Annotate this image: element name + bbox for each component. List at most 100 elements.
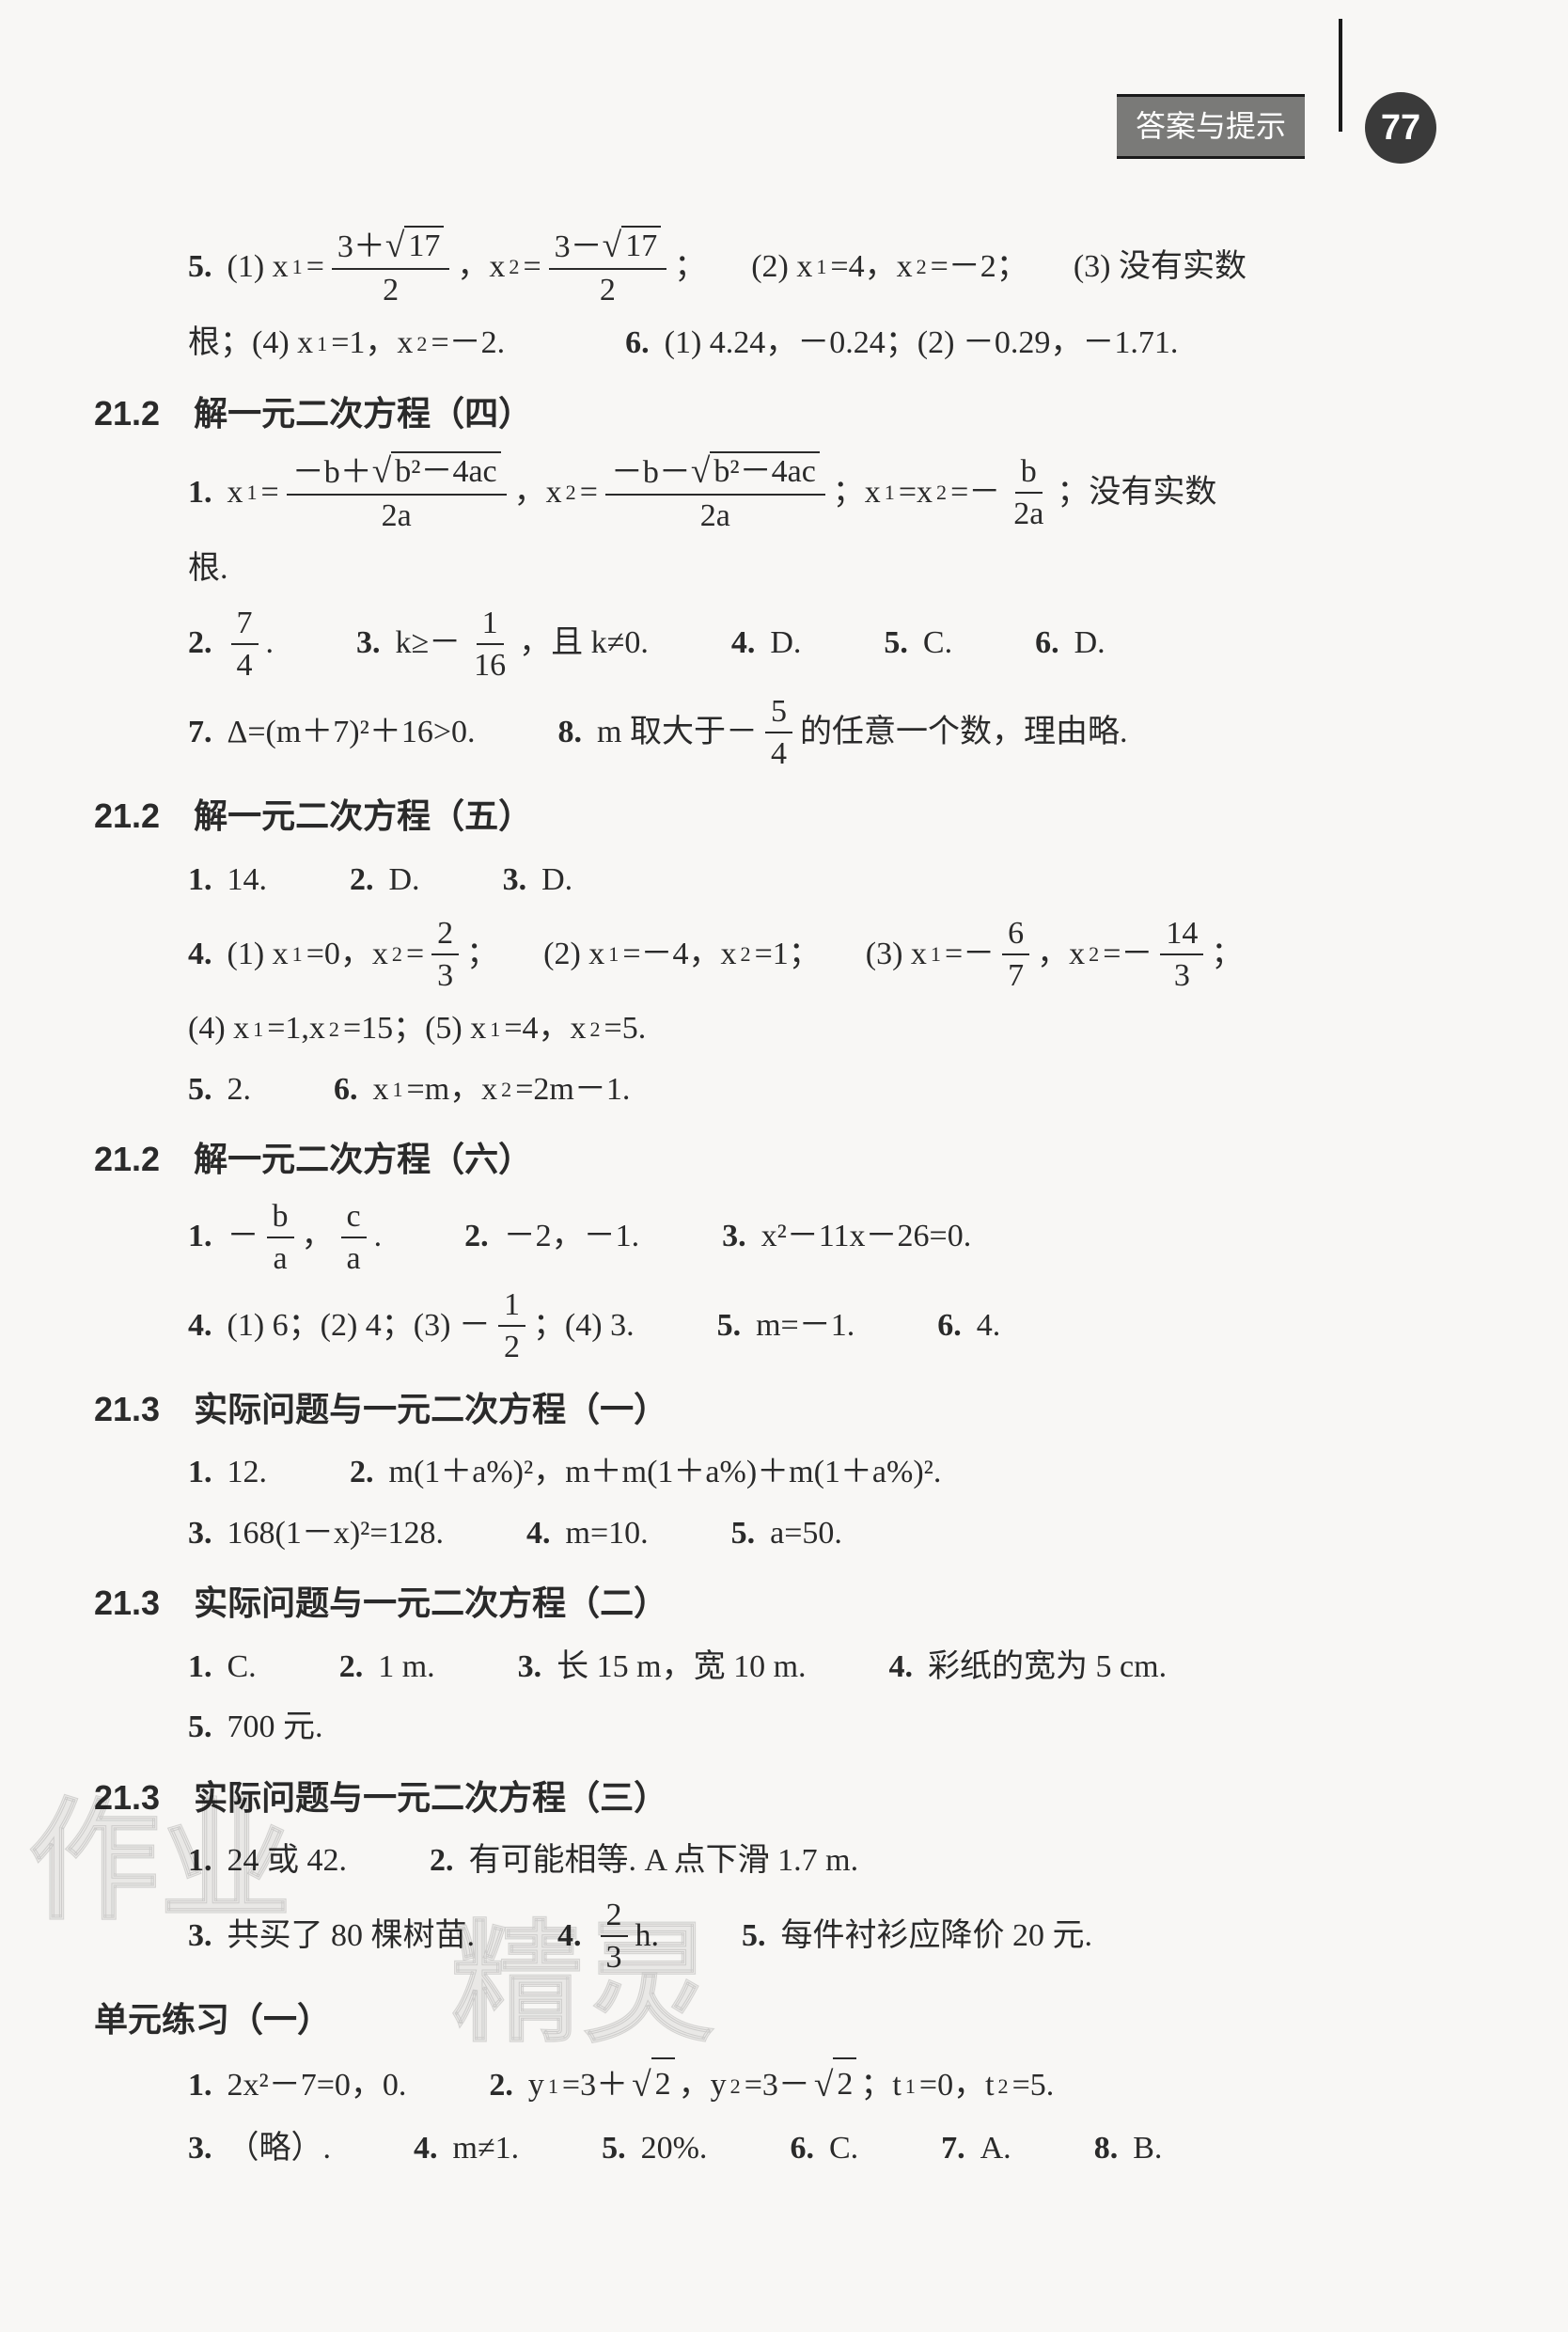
section-title: 21.3 实际问题与一元二次方程（一） (94, 1382, 1474, 1437)
denominator: 2a (376, 496, 417, 534)
text: 168(1－x)²=128. (227, 1508, 445, 1559)
text: 20%. (641, 2123, 708, 2174)
text: ，x (514, 467, 562, 518)
answer-line: 1. 12. 2. m(1＋a%)²，m＋m(1＋a%)＋m(1＋a%)². (188, 1447, 1474, 1498)
section-title: 21.3 实际问题与一元二次方程（三） (94, 1771, 1474, 1825)
fraction: 3＋√17 2 (332, 226, 450, 308)
fraction: 14 3 (1160, 915, 1203, 994)
text: (4) x (188, 1003, 249, 1054)
denominator: a (267, 1238, 292, 1277)
text: 12. (227, 1447, 268, 1498)
item-number: 6. (790, 2123, 814, 2174)
numerator: b (1015, 453, 1043, 494)
text: 2. (227, 1064, 252, 1115)
item-number: 3. (503, 855, 527, 906)
text: . (266, 618, 274, 669)
answer-line: 1. x1 = －b＋√b²－4ac 2a ，x2 = －b－√b²－4ac 2… (188, 451, 1474, 534)
text: 700 元. (227, 1702, 323, 1753)
item-number: 6. (625, 318, 650, 369)
radicand: 2 (651, 2057, 675, 2110)
denominator: 4 (765, 733, 792, 772)
answer-line: 3. 168(1－x)²=128. 4. m=10. 5. a=50. (188, 1508, 1474, 1559)
item-number: 1. (188, 1211, 212, 1262)
item-number: 4. (557, 1911, 582, 1962)
answer-line: 1. － b a ， c a . 2. －2，－1. 3. x²－11x－26=… (188, 1198, 1474, 1277)
text: A. (980, 2123, 1011, 2174)
denominator: 2 (594, 270, 621, 308)
text: =1,x (267, 1003, 325, 1054)
text: m=－1. (756, 1300, 855, 1351)
item-number: 3. (722, 1211, 746, 1262)
text: D. (541, 855, 572, 906)
sqrt: √2 (814, 2057, 857, 2114)
fraction: 3－√17 2 (549, 226, 667, 308)
fraction: 6 7 (1002, 915, 1029, 994)
item-number: 3. (356, 618, 381, 669)
text: = (523, 242, 541, 292)
item-number: 5. (742, 1911, 766, 1962)
item-number: 6. (334, 1064, 358, 1115)
text: m(1＋a%)²，m＋m(1＋a%)＋m(1＋a%)². (389, 1447, 942, 1498)
text: (3) x (866, 929, 927, 980)
section-title: 21.2 解一元二次方程（六） (94, 1132, 1474, 1187)
text: B. (1133, 2123, 1162, 2174)
text: C. (923, 618, 952, 669)
fraction: 5 4 (765, 693, 792, 772)
text: =3－ (745, 2060, 810, 2111)
text: ；x (833, 467, 881, 518)
text: =－ (945, 929, 995, 980)
denominator: 2a (1008, 494, 1049, 532)
item-number: 2. (339, 1642, 364, 1693)
fraction: 2 3 (601, 1897, 628, 1976)
numerator: 3＋ (337, 229, 385, 264)
text: (1) x (227, 929, 289, 980)
answer-line: 根；(4) x1 =1，x2 =－2. 6. (1) 4.24，－0.24；(2… (188, 318, 1474, 369)
text: C. (227, 1642, 257, 1693)
answer-line: 4. (1) x1 =0，x2 = 2 3 ； (2) x1 =－4，x2 =1… (188, 915, 1474, 994)
header-divider (1339, 19, 1342, 132)
item-number: 3. (188, 2123, 212, 2174)
text: m 取大于－ (597, 707, 758, 758)
text: m≠1. (453, 2123, 520, 2174)
text: (1) x (227, 242, 289, 292)
item-number: 5. (884, 618, 908, 669)
answer-line: 4. (1) 6；(2) 4；(3) － 1 2 ；(4) 3. 5. m=－1… (188, 1286, 1474, 1365)
text: = (306, 242, 324, 292)
text: Δ=(m＋7)²＋16>0. (227, 707, 476, 758)
item-number: 2. (350, 1447, 374, 1498)
text: (1) 6；(2) 4；(3) － (227, 1300, 491, 1351)
numerator: －b－ (611, 455, 691, 490)
text: ，x (457, 242, 505, 292)
item-number: 4. (414, 2123, 438, 2174)
item-number: 1. (188, 2060, 212, 2111)
text: x²－11x－26=0. (761, 1211, 972, 1262)
answer-line: 7. Δ=(m＋7)²＋16>0. 8. m 取大于－ 5 4 的任意一个数，理… (188, 693, 1474, 772)
item-number: 5. (731, 1508, 756, 1559)
answer-line: (4) x1 =1,x2 =15；(5) x1 =4，x2 =5. (188, 1003, 1474, 1054)
text: = (261, 467, 279, 518)
numerator: 1 (477, 605, 504, 645)
text: =－4，x (622, 929, 736, 980)
fraction: －b－√b²－4ac 2a (605, 451, 825, 534)
text: C. (829, 2123, 858, 2174)
item-number: 4. (731, 618, 756, 669)
text: =－ (1103, 929, 1152, 980)
text: D. (770, 618, 801, 669)
section-title: 21.3 实际问题与一元二次方程（二） (94, 1576, 1474, 1631)
section-title: 21.2 解一元二次方程（四） (94, 386, 1474, 441)
answer-line: 5. 700 元. (188, 1702, 1474, 1753)
text: （略）. (227, 2123, 332, 2174)
text: ；t (860, 2060, 901, 2111)
item-number: 6. (937, 1300, 962, 1351)
numerator: 5 (765, 693, 792, 733)
text: ； (674, 242, 706, 292)
fraction: 1 16 (468, 605, 511, 684)
item-number: 1. (188, 1642, 212, 1693)
header-label: 答案与提示 (1117, 94, 1305, 159)
answer-line: 1. 24 或 42. 2. 有可能相等. A 点下滑 1.7 m. (188, 1836, 1474, 1886)
item-number: 4. (188, 1300, 212, 1351)
text: 24 或 42. (227, 1836, 348, 1886)
denominator: a (341, 1238, 367, 1277)
text: 根；(4) x (188, 318, 313, 369)
numerator: 3－ (555, 229, 603, 264)
